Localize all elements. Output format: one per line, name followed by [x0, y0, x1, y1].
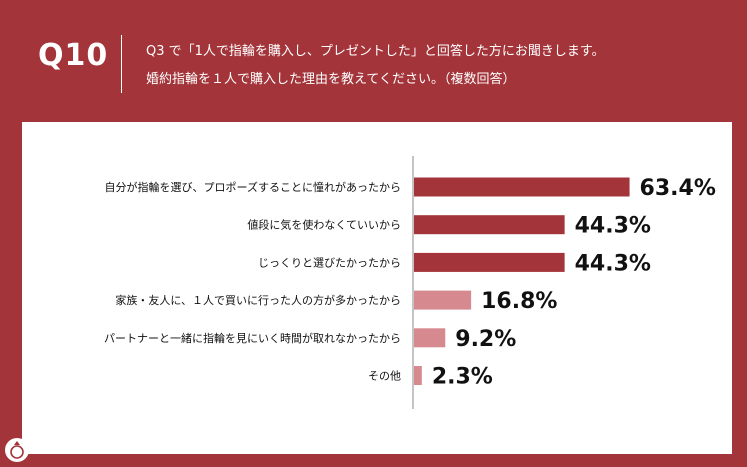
- value-label: 44.3%: [575, 251, 651, 276]
- value-label: 16.8%: [481, 289, 557, 314]
- value-label: 9.2%: [455, 327, 516, 352]
- bar: [414, 252, 565, 272]
- bar-chart: 自分が指輪を選び、プロポーズすることに憧れがあったから 63.4% 値段に気を使わな…: [104, 156, 716, 409]
- category-label: 値段に気を使わなくていいから: [247, 218, 401, 232]
- chart-panel: 自分が指輪を選び、プロポーズすることに憧れがあったから 63.4% 値段に気を使わな…: [22, 122, 732, 454]
- bar: [414, 215, 565, 235]
- header: Q10 Q3 で「1人で指輪を購入し、プレゼントした」と回答した方にお聞きします…: [0, 0, 747, 122]
- bar: [414, 366, 422, 385]
- value-label: 2.3%: [432, 365, 493, 390]
- bar: [414, 328, 446, 348]
- header-divider: [121, 35, 122, 93]
- category-label: じっくりと選びたかったから: [258, 256, 401, 269]
- category-label: パートナーと一緒に指輪を見にいく時間が取れなかったから: [104, 331, 401, 345]
- value-label: 44.3%: [575, 214, 651, 239]
- bar: [414, 177, 630, 197]
- category-label: 家族・友人に、１人で買いに行った人の方が多かったから: [115, 293, 401, 307]
- category-label: 自分が指輪を選び、プロポーズすることに憧れがあったから: [105, 180, 401, 194]
- brand-logo-icon: [5, 438, 29, 462]
- question-text-line1: Q3 で「1人で指輪を購入し、プレゼントした」と回答した方にお聞きします。: [146, 44, 605, 59]
- category-label: その他: [368, 370, 401, 383]
- question-number: Q10: [38, 38, 109, 73]
- question-text-line2: 婚約指輪を１人で購入した理由を教えてください。（複数回答）: [146, 72, 516, 87]
- value-label: 63.4%: [640, 176, 716, 201]
- bar: [414, 290, 472, 310]
